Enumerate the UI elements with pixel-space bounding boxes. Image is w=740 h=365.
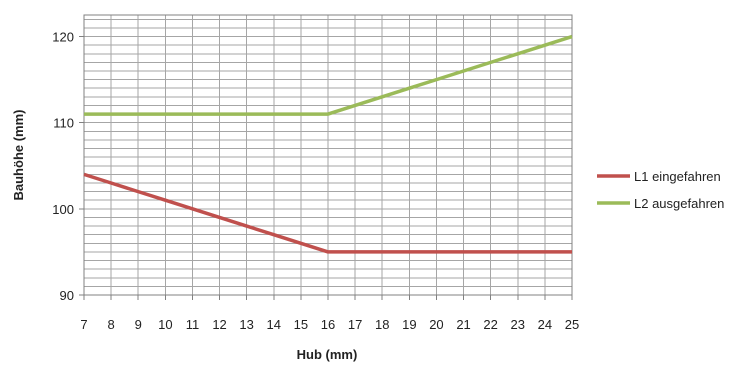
x-tick-label: 24 xyxy=(538,317,552,332)
series-line-2 xyxy=(84,34,573,116)
x-tick-label: 10 xyxy=(158,317,172,332)
x-tick-label: 16 xyxy=(321,317,335,332)
y-tick-label: 100 xyxy=(52,202,74,217)
x-tick-label: 9 xyxy=(135,317,142,332)
x-tick-label: 25 xyxy=(565,317,579,332)
x-tick-label: 12 xyxy=(212,317,226,332)
series-lines xyxy=(83,34,573,254)
x-tick-label: 23 xyxy=(511,317,525,332)
x-tick-label: 15 xyxy=(294,317,308,332)
y-axis-title: Bauhöhe (mm) xyxy=(11,110,26,201)
series-line-1 xyxy=(83,172,572,254)
legend-label-1: L1 eingefahren xyxy=(634,169,721,184)
x-tick-label: 22 xyxy=(483,317,497,332)
x-tick-label: 14 xyxy=(267,317,281,332)
tick-labels: 90 100 110 120 7 8 9 10 11 12 13 14 15 16 17 18 19 20 21 22… xyxy=(52,30,579,332)
y-tick-label: 110 xyxy=(53,116,74,131)
legend: L1 eingefahren L2 ausgefahren xyxy=(597,169,724,211)
x-tick-label: 13 xyxy=(239,317,253,332)
x-tick-label: 19 xyxy=(402,317,416,332)
x-tick-label: 7 xyxy=(80,317,87,332)
x-tick-label: 11 xyxy=(186,317,200,332)
x-tick-label: 8 xyxy=(107,317,114,332)
y-tick-label: 90 xyxy=(60,288,74,303)
x-axis-title: Hub (mm) xyxy=(297,347,358,362)
x-tick-label: 21 xyxy=(456,317,470,332)
x-tick-label: 20 xyxy=(429,317,443,332)
y-tick-label: 120 xyxy=(52,30,74,45)
legend-label-2: L2 ausgefahren xyxy=(634,196,724,211)
x-tick-label: 17 xyxy=(348,317,362,332)
x-tick-label: 18 xyxy=(375,317,389,332)
